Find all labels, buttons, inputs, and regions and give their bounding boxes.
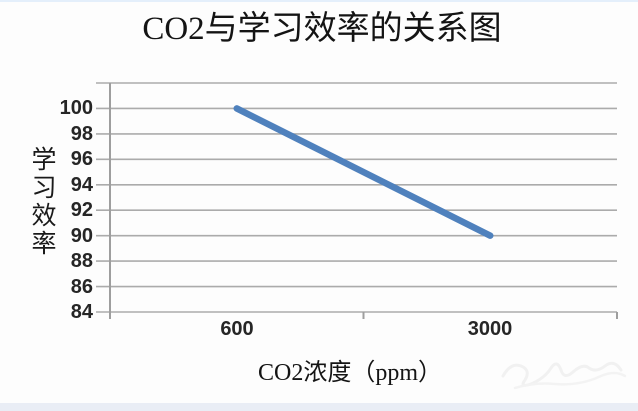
x-axis-title: CO2浓度（ppm） — [257, 360, 442, 386]
y-tick-label: 86 — [70, 276, 93, 298]
bottom-strip — [0, 403, 638, 411]
top-strip — [0, 0, 638, 2]
y-tick-label: 88 — [70, 250, 93, 272]
x-tick-label: 3000 — [467, 318, 513, 340]
y-axis-title: 学习效率 — [28, 146, 55, 258]
data-line-series — [233, 105, 494, 239]
y-tick-label: 94 — [70, 174, 93, 196]
chart-title: CO2与学习效率的关系图 — [142, 11, 502, 47]
watermark — [501, 361, 627, 390]
y-tick-label: 96 — [70, 148, 93, 170]
y-tick-label: 84 — [70, 301, 93, 323]
x-tick-label: 600 — [220, 318, 254, 340]
y-tick-label: 90 — [70, 225, 93, 247]
y-tick-label: 92 — [70, 199, 93, 221]
y-tick-label: 98 — [70, 123, 93, 145]
y-tick-label: 100 — [59, 97, 93, 119]
